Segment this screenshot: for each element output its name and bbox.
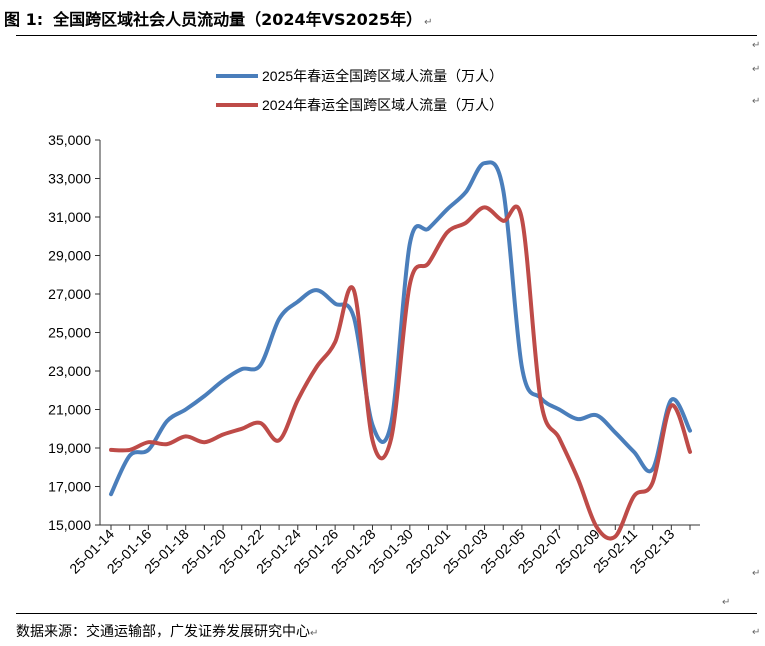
series-line-2025	[109, 160, 692, 497]
y-tick-label: 19,000	[48, 440, 91, 456]
paragraph-mark-icon: ↵	[752, 568, 761, 579]
y-tick-label: 29,000	[48, 248, 91, 264]
paragraph-mark-icon: ↵	[424, 17, 433, 28]
y-tick-label: 23,000	[48, 363, 91, 379]
figure-title-text: 全国跨区域社会人员流动量（2024年VS2025年）	[53, 10, 423, 29]
source-text: 数据来源：交通运输部，广发证券发展研究中心	[16, 624, 310, 640]
y-tick-label: 31,000	[48, 209, 91, 225]
y-tick-label: 15,000	[48, 517, 91, 533]
y-tick-label: 25,000	[48, 325, 91, 341]
series-line-2024	[109, 204, 692, 541]
paragraph-mark-icon: ↵	[752, 40, 761, 51]
y-tick-label: 27,000	[48, 286, 91, 302]
figure-title: 图 1: 全国跨区域社会人员流动量（2024年VS2025年） ↵	[4, 6, 432, 30]
y-tick-label: 21,000	[48, 402, 91, 418]
line-chart: 15,000 17,000 19,000 21,000 23,000 25,000 27,0…	[48, 68, 700, 577]
legend-label: 2024年春运全国跨区域人流量（万人）	[262, 97, 503, 113]
y-tick-label: 35,000	[48, 132, 91, 148]
paragraph-mark-icon: ↵	[310, 628, 319, 639]
bottom-rule	[16, 613, 757, 614]
paragraph-mark-icon: ↵	[752, 64, 761, 75]
paragraph-mark-icon: ↵	[752, 627, 761, 638]
source-note: 数据来源：交通运输部，广发证券发展研究中心↵	[16, 621, 318, 641]
paragraph-mark-icon: ↵	[722, 597, 731, 608]
paragraph-mark-icon: ↵	[752, 96, 761, 107]
figure-number: 图 1:	[4, 10, 44, 29]
top-rule	[16, 35, 757, 36]
legend-label: 2025年春运全国跨区域人流量（万人）	[262, 68, 503, 84]
y-tick-label: 33,000	[48, 171, 91, 187]
y-tick-label: 17,000	[48, 479, 91, 495]
